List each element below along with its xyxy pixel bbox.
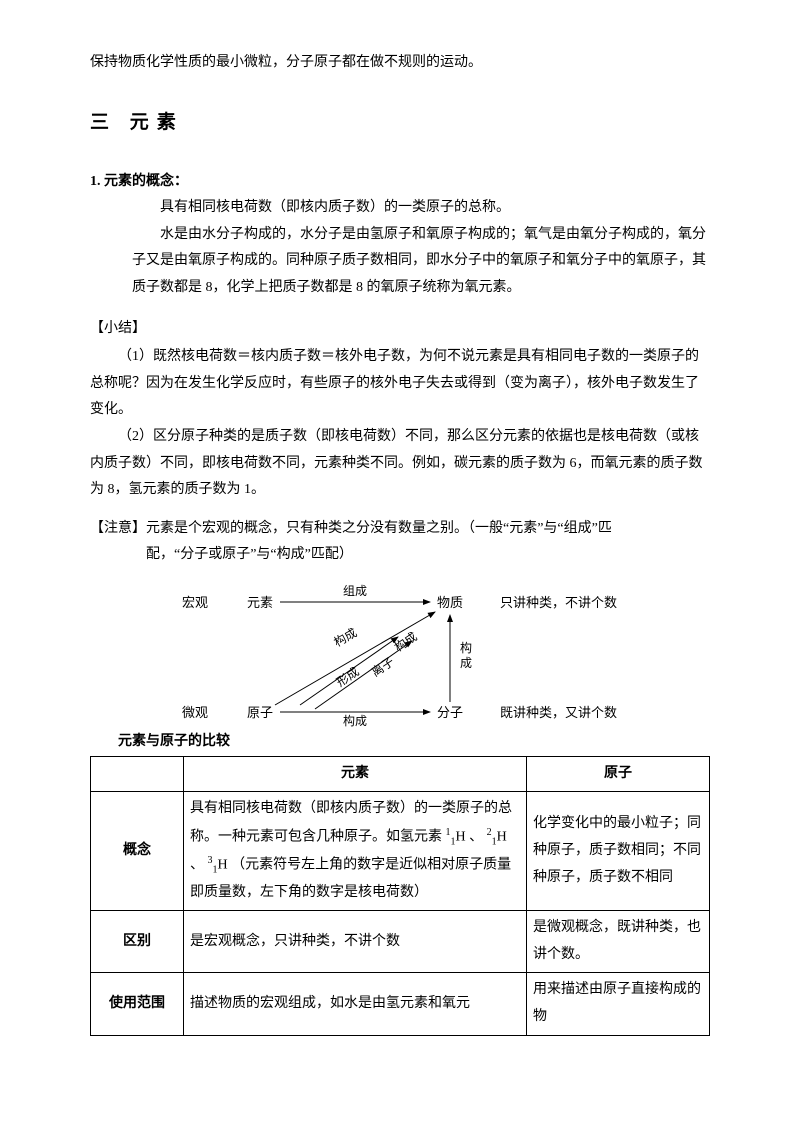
row1-col2: 化学变化中的最小粒子；同种原子，质子数相同；不同种原子，质子数不相同 — [527, 792, 710, 911]
diagram-element-node: 元素 — [247, 595, 273, 610]
intro-line: 保持物质化学性质的最小微粒，分子原子都在做不规则的运动。 — [90, 50, 710, 77]
concept-diagram: 宏观 微观 元素 物质 原子 分子 只讲种类，不讲个数 既讲种类，又讲个数 组成… — [90, 577, 710, 727]
diagram-micro-label: 微观 — [182, 705, 208, 720]
table-h1: 元素 — [184, 756, 527, 792]
table-corner — [91, 756, 184, 792]
section-heading: 三 元素 — [90, 105, 710, 141]
row2-col2: 是微观概念，既讲种类，也讲个数。 — [527, 911, 710, 973]
concept-p2: 水是由水分子构成的，水分子是由氢原子和氧原子构成的；氧气是由氧分子构成的，氧分子… — [132, 222, 710, 302]
iso3-sym: H — [218, 858, 228, 873]
item-number: 1. — [90, 174, 101, 189]
note-line2: 配，“分子或原子”与“构成”匹配） — [90, 542, 710, 569]
note-line1: 【注意】元素是个宏观的概念，只有种类之分没有数量之别。（一般“元素”与“组成”匹 — [90, 516, 710, 543]
table-row: 使用范围 描述物质的宏观组成，如水是由氢元素和氧元 用来描述由原子直接构成的物 — [91, 973, 710, 1035]
diagram-form-label-bottom: 构成 — [343, 713, 367, 727]
table-row: 区别 是宏观概念，只讲种类，不讲个数 是微观概念，既讲种类，也讲个数。 — [91, 911, 710, 973]
diagram-diag-form: 构成 — [331, 625, 359, 650]
note-block: 【注意】元素是个宏观的概念，只有种类之分没有数量之别。（一般“元素”与“组成”匹… — [90, 516, 710, 569]
diagram-molecule-node: 分子 — [437, 705, 463, 720]
sep2: 、 — [190, 858, 204, 873]
sep1: 、 — [466, 829, 484, 844]
diagram-macro-label: 宏观 — [182, 595, 208, 610]
summary-p2: （2）区分原子种类的是质子数（即核电荷数）不同，那么区分元素的依据也是核电荷数（… — [90, 424, 710, 504]
summary-p1: （1）既然核电荷数＝核内质子数＝核外电子数，为何不说元素是具有相同电子数的一类原… — [90, 344, 710, 424]
iso2-sym: H — [497, 829, 507, 844]
iso1-sym: H — [456, 829, 466, 844]
row2-label: 区别 — [91, 911, 184, 973]
section-number: 三 — [90, 112, 117, 133]
summary-head: 【小结】 — [90, 316, 710, 343]
concept-head: 1. 元素的概念： — [90, 169, 710, 196]
item-title: 元素的概念： — [104, 174, 188, 189]
diagram-ion-label: 离子 — [368, 654, 396, 680]
iso-pre: 素 — [428, 829, 442, 844]
diagram-diag-form2: 构成 — [391, 629, 419, 655]
note-text1: 元素是个宏观的概念，只有种类之分没有数量之别。（一般“元素”与“组成”匹 — [146, 521, 612, 536]
comparison-table: 元素 原子 概念 具有相同核电荷数（即核内质子数）的一类原子的总称。一种元素可包… — [90, 756, 710, 1036]
table-h2: 原子 — [527, 756, 710, 792]
diagram-form-label-right2: 成 — [460, 656, 472, 670]
table-row: 概念 具有相同核电荷数（即核内质子数）的一类原子的总称。一种元素可包含几种原子。… — [91, 792, 710, 911]
concept-p1: 具有相同核电荷数（即核内质子数）的一类原子的总称。 — [132, 195, 710, 222]
row3-label: 使用范围 — [91, 973, 184, 1035]
row3-col2: 用来描述由原子直接构成的物 — [527, 973, 710, 1035]
diagram-atom-node: 原子 — [247, 705, 273, 720]
concept-block: 1. 元素的概念： 具有相同核电荷数（即核内质子数）的一类原子的总称。 水是由水… — [90, 169, 710, 302]
concept-body: 具有相同核电荷数（即核内质子数）的一类原子的总称。 水是由水分子构成的，水分子是… — [90, 195, 710, 301]
diagram-matter-node: 物质 — [437, 595, 463, 610]
table-title: 元素与原子的比较 — [118, 729, 710, 756]
diagram-form-label-right1: 构 — [460, 640, 472, 655]
row1-label: 概念 — [91, 792, 184, 911]
diagram-compose-label: 组成 — [343, 584, 367, 598]
row2-col1: 是宏观概念，只讲种类，不讲个数 — [184, 911, 527, 973]
section-title-text: 元素 — [130, 112, 184, 133]
note-head: 【注意】 — [90, 521, 146, 536]
diagram-right2: 既讲种类，又讲个数 — [500, 705, 617, 720]
r1c1-text-b: （元素符号左上角的数字是近似相对原子质量即质量数，左下角的数字是核电荷数） — [190, 858, 511, 900]
table-header-row: 元素 原子 — [91, 756, 710, 792]
row1-col1: 具有相同核电荷数（即核内质子数）的一类原子的总称。一种元素可包含几种原子。如氢元… — [184, 792, 527, 911]
row3-col1: 描述物质的宏观组成，如水是由氢元素和氧元 — [184, 973, 527, 1035]
document-page: 保持物质化学性质的最小微粒，分子原子都在做不规则的运动。 三 元素 1. 元素的… — [0, 0, 800, 1076]
diagram-right1: 只讲种类，不讲个数 — [500, 595, 617, 610]
